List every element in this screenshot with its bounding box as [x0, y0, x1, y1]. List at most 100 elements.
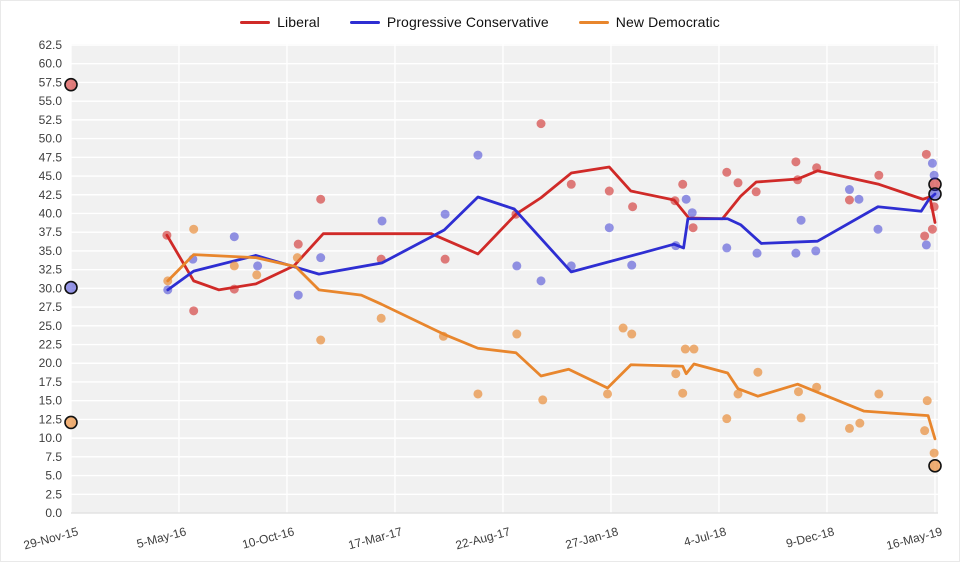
liberal-poll-dot: [791, 157, 801, 167]
liberal-poll-dot: [440, 254, 450, 264]
new-democratic-poll-dot: [316, 335, 326, 345]
liberal-poll-dot: [874, 170, 884, 180]
new-democratic-poll-dot: [920, 426, 930, 436]
liberal-poll-dot: [921, 149, 931, 159]
progressive-conservative-poll-dot: [253, 261, 263, 271]
x-tick-label: 5-May-16: [135, 524, 188, 551]
y-tick-label: 47.5: [39, 150, 63, 164]
legend-item-progressive-conservative: Progressive Conservative: [349, 14, 549, 30]
progressive-conservative-poll-dot: [752, 248, 762, 258]
liberal-poll-dot: [566, 179, 576, 189]
x-tick-label: 22-Aug-17: [454, 524, 512, 552]
liberal-poll-dot: [751, 187, 761, 197]
liberal-poll-dot: [722, 167, 732, 177]
x-tick-label: 10-Oct-16: [241, 524, 296, 551]
x-tick-label: 16-May-19: [885, 524, 944, 552]
progressive-conservative-poll-dot: [811, 246, 821, 256]
y-tick-label: 27.5: [39, 300, 63, 314]
progressive-conservative-poll-dot: [854, 194, 864, 204]
new-democratic-poll-dot: [512, 329, 522, 339]
y-tick-label: 22.5: [39, 338, 63, 352]
new-democratic-end-result-marker: [928, 459, 942, 473]
liberal-poll-dot: [844, 195, 854, 205]
liberal-poll-dot: [536, 119, 546, 129]
progressive-conservative-line-swatch: [349, 20, 380, 24]
liberal-poll-dot: [316, 194, 326, 204]
liberal-poll-dot: [678, 179, 688, 189]
legend-item-liberal: Liberal: [240, 14, 320, 30]
x-tick-label: 29-Nov-15: [22, 524, 80, 552]
y-tick-label: 40.0: [39, 206, 63, 220]
new-democratic-poll-dot: [722, 414, 732, 424]
progressive-conservative-poll-dot: [604, 223, 614, 233]
progressive-conservative-poll-dot: [316, 253, 326, 263]
liberal-poll-dot: [812, 163, 822, 173]
new-democratic-poll-dot: [793, 387, 803, 397]
legend-label-progressive-conservative: Progressive Conservative: [386, 14, 549, 30]
plot-area: [71, 44, 938, 513]
new-democratic-start-result-marker: [64, 415, 78, 430]
y-tick-label: 45.0: [39, 169, 63, 183]
progressive-conservative-poll-dot: [536, 276, 546, 286]
progressive-conservative-poll-dot: [566, 261, 576, 271]
progressive-conservative-poll-dot: [927, 158, 937, 168]
liberal-trend-line: [165, 165, 937, 292]
liberal-poll-dot: [733, 178, 743, 188]
new-democratic-poll-dot: [252, 270, 262, 280]
y-tick-label: 57.5: [39, 75, 63, 89]
progressive-conservative-poll-dot: [873, 224, 883, 234]
progressive-conservative-start-result-marker: [64, 280, 78, 295]
y-tick-label: 30.0: [39, 281, 63, 295]
new-democratic-poll-dot: [376, 313, 386, 323]
progressive-conservative-poll-dot: [163, 285, 173, 295]
new-democratic-poll-dot: [929, 448, 939, 458]
new-democratic-poll-dot: [538, 395, 548, 405]
liberal-poll-dot: [927, 224, 937, 234]
new-democratic-poll-dot: [844, 423, 854, 433]
legend-item-new-democratic: New Democratic: [578, 14, 720, 30]
new-democratic-poll-dot: [922, 396, 932, 406]
y-tick-label: 20.0: [39, 356, 63, 370]
y-tick-label: 62.5: [39, 38, 63, 52]
progressive-conservative-poll-dot: [473, 150, 483, 160]
new-democratic-poll-dot: [603, 389, 613, 399]
progressive-conservative-poll-dot: [929, 170, 939, 180]
y-tick-label: 37.5: [39, 225, 63, 239]
new-democratic-poll-dot: [229, 261, 239, 271]
y-tick-label: 32.5: [39, 263, 63, 277]
progressive-conservative-poll-dot: [687, 208, 697, 218]
new-democratic-trend-line: [166, 253, 937, 441]
y-tick-label: 5.0: [45, 469, 62, 483]
y-tick-label: 15.0: [39, 394, 63, 408]
y-tick-label: 17.5: [39, 375, 63, 389]
liberal-poll-dot: [929, 202, 939, 212]
progressive-conservative-poll-dot: [293, 290, 303, 300]
y-tick-label: 7.5: [45, 450, 62, 464]
progressive-conservative-poll-dot: [671, 241, 681, 251]
x-tick-label: 17-Mar-17: [347, 524, 404, 552]
y-tick-label: 35.0: [39, 244, 63, 258]
new-democratic-poll-dot: [671, 369, 681, 379]
liberal-poll-dot: [688, 223, 698, 233]
liberal-poll-dot: [229, 284, 239, 294]
y-tick-label: 52.5: [39, 113, 63, 127]
x-tick-label: 27-Jan-18: [564, 524, 620, 552]
chart-legend: Liberal Progressive Conservative New Dem…: [1, 7, 959, 37]
liberal-start-result-marker: [64, 77, 78, 92]
y-tick-label: 50.0: [39, 132, 63, 146]
liberal-poll-dot: [920, 231, 930, 241]
legend-label-liberal: Liberal: [277, 14, 320, 30]
progressive-conservative-poll-dot: [921, 240, 931, 250]
liberal-poll-dot: [604, 186, 614, 196]
progressive-conservative-poll-dot: [512, 261, 522, 271]
liberal-poll-dot: [293, 239, 303, 249]
progressive-conservative-poll-dot: [844, 185, 854, 195]
legend-label-new-democratic: New Democratic: [615, 14, 720, 30]
progressive-conservative-poll-dot: [627, 260, 637, 270]
new-democratic-line-swatch: [578, 20, 609, 24]
y-tick-label: 10.0: [39, 431, 63, 445]
y-tick-label: 2.5: [45, 487, 62, 501]
progressive-conservative-poll-dot: [722, 243, 732, 253]
x-tick-label: 9-Dec-18: [784, 524, 836, 550]
progressive-conservative-poll-dot: [796, 215, 806, 225]
